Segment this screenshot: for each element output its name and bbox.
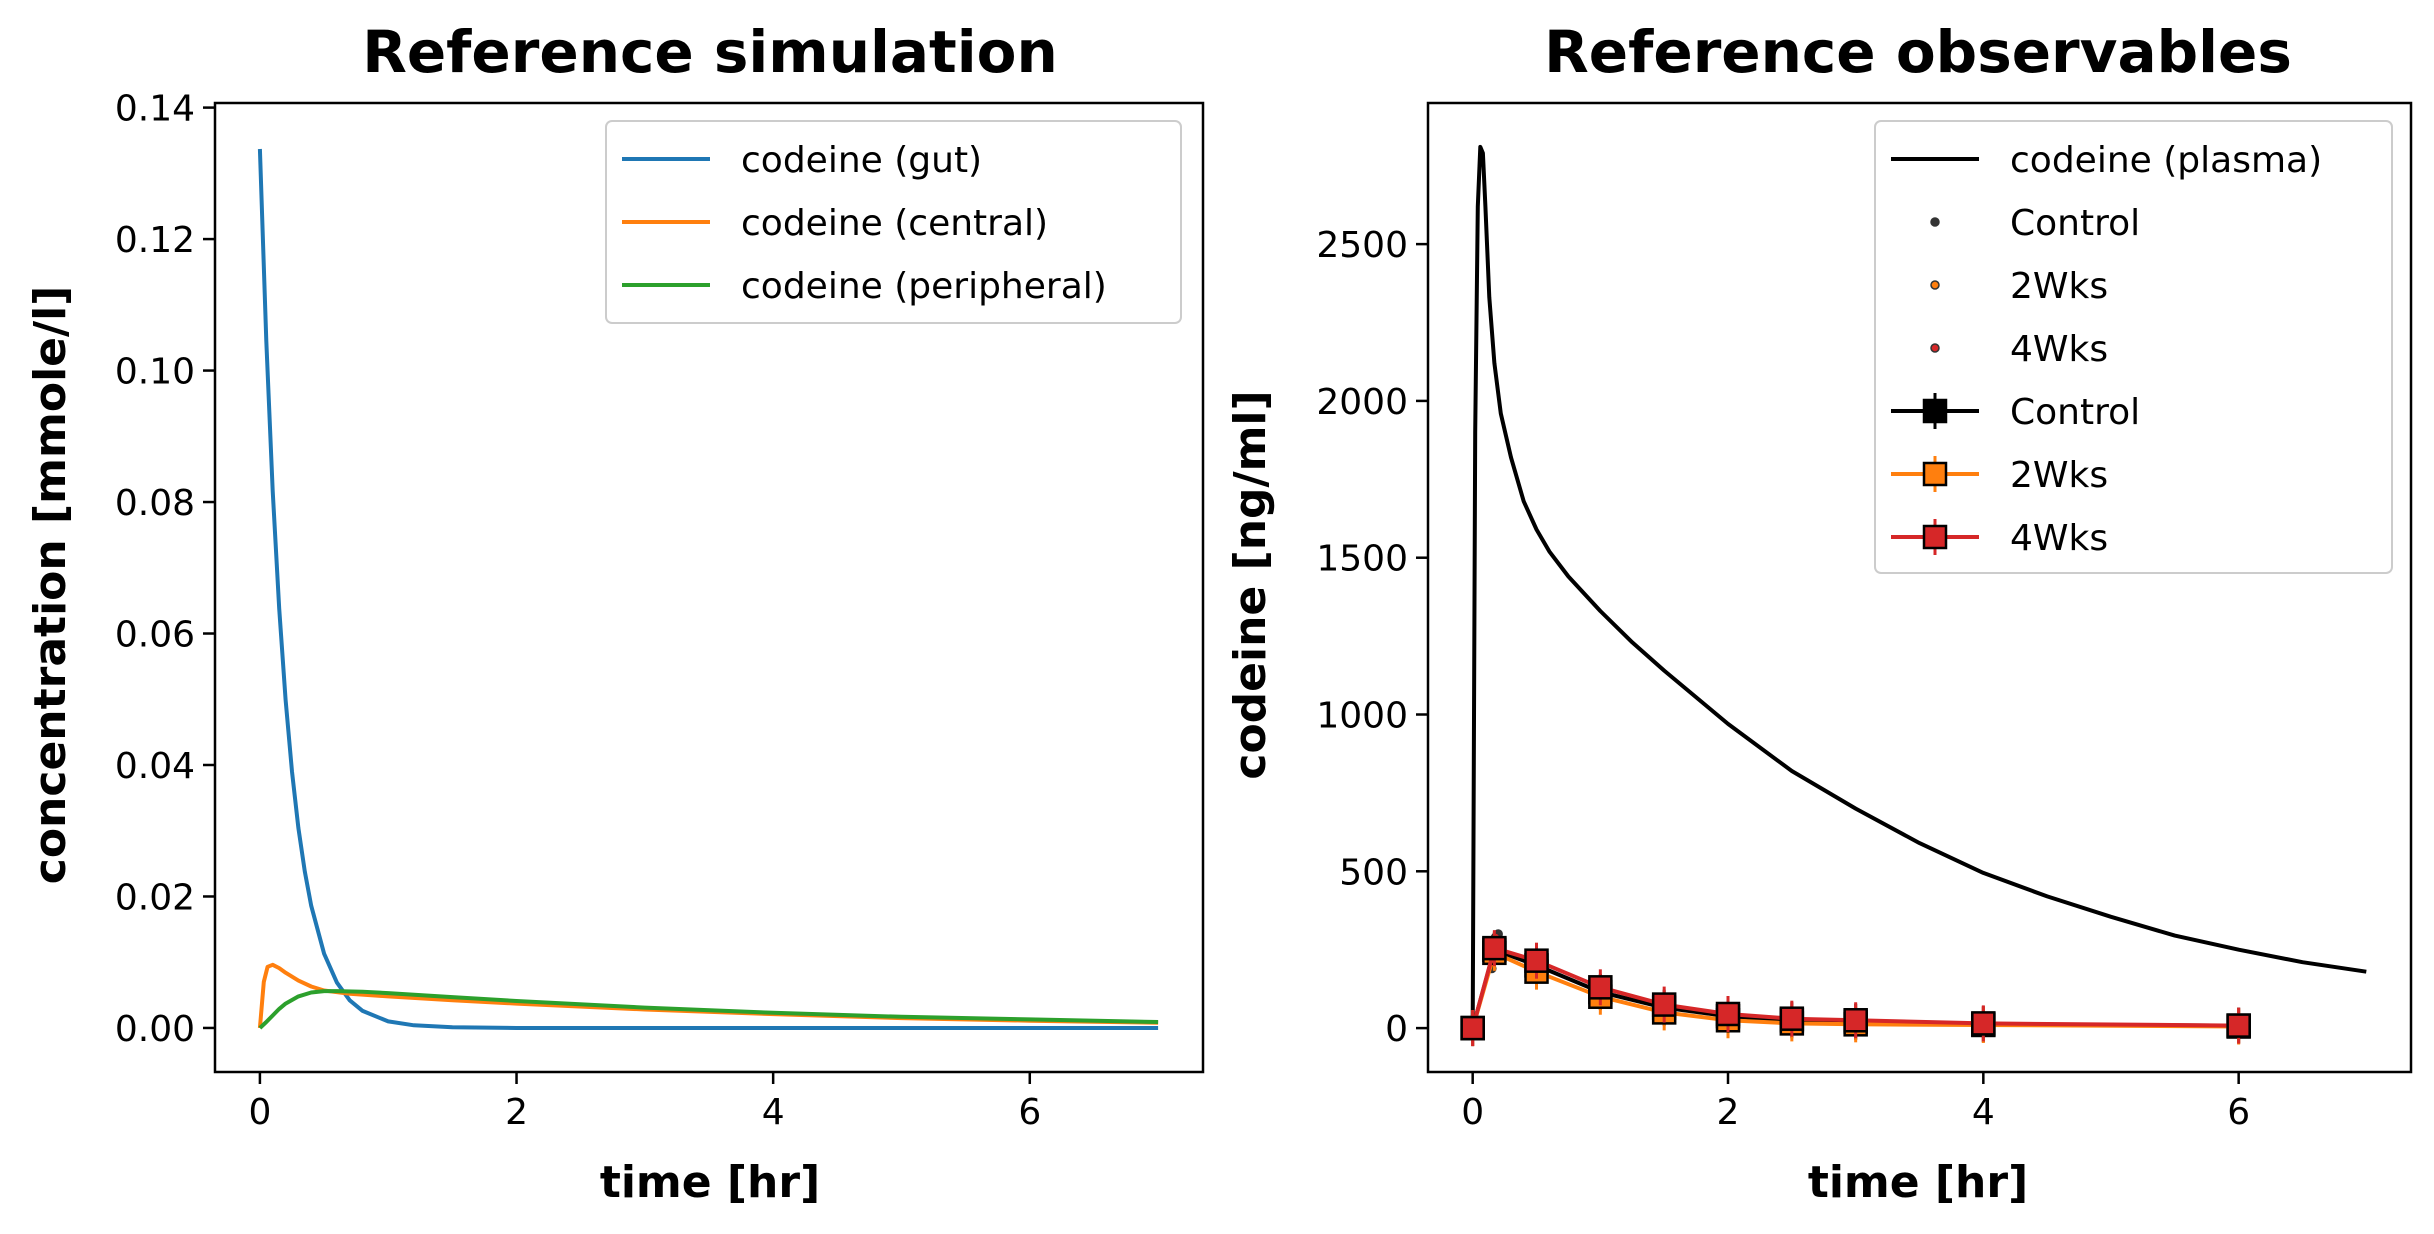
legend-label: Control — [2010, 392, 2140, 433]
legend-swatch-marker — [1922, 461, 1948, 487]
legend-item: codeine (gut) — [622, 140, 982, 181]
legend-label: 4Wks — [2010, 518, 2108, 559]
y-tick-label: 2000 — [1316, 382, 1408, 423]
legend-label: codeine (gut) — [741, 140, 982, 181]
y-tick-label: 1000 — [1316, 696, 1408, 737]
series-4wks — [1460, 930, 2251, 1047]
series-layer — [1460, 144, 2367, 1047]
x-tick-label: 0 — [1461, 1092, 1484, 1133]
legend-swatch-marker — [1922, 524, 1948, 550]
y-axis-label: codeine [ng/ml] — [1225, 390, 1276, 779]
data-point-marker — [1971, 1011, 1996, 1036]
ticks-layer: 0 2 4 6 0 500 1000 1500 2000 2500 — [1316, 225, 2250, 1133]
panel-reference-simulation: Reference simulation time [hr] concentra… — [25, 18, 1205, 1208]
y-tick-label: 2500 — [1316, 225, 1408, 266]
data-point-marker — [2226, 1013, 2251, 1038]
y-tick-label: 0.14 — [115, 89, 195, 130]
series-line — [1470, 144, 2367, 1029]
y-tick-label: 0.04 — [115, 746, 195, 787]
chart-title: Reference simulation — [362, 18, 1058, 86]
series-codeine-peripheral- — [258, 989, 1159, 1030]
series-codeine-plasma- — [1470, 144, 2367, 1029]
data-point-marker — [1588, 975, 1613, 1000]
legend-frame — [1874, 120, 2393, 574]
legend-item: 2Wks — [1891, 455, 2108, 496]
legend: codeine (gut) codeine (central) codeine (p… — [605, 120, 1182, 324]
legend-item: codeine (central) — [622, 203, 1048, 244]
legend-frame — [605, 120, 1182, 324]
legend-item: codeine (plasma) — [1891, 140, 2322, 181]
legend-label: 2Wks — [2010, 266, 2108, 307]
x-tick-label: 4 — [762, 1092, 785, 1133]
y-tick-label: 0.12 — [115, 220, 195, 261]
x-tick-label: 6 — [1018, 1092, 1041, 1133]
legend-item: Control — [1891, 392, 2140, 433]
y-tick-label: 500 — [1339, 852, 1408, 893]
data-point-marker — [1715, 1001, 1741, 1027]
y-tick-label: 0.06 — [115, 615, 195, 656]
legend-label: 2Wks — [2010, 455, 2108, 496]
legend-swatch — [1930, 217, 1940, 227]
legend-item: 2Wks — [1930, 266, 2108, 307]
plot-frame — [1426, 101, 2413, 1074]
y-axis-label: concentration [mmole/l] — [25, 286, 76, 885]
legend-swatch-marker — [1922, 398, 1948, 424]
legend-item: codeine (peripheral) — [622, 266, 1107, 307]
x-axis-label: time [hr] — [1808, 1157, 2028, 1208]
chart-title: Reference observables — [1544, 18, 2292, 86]
series-line — [1470, 946, 2239, 1029]
x-tick-label: 6 — [2227, 1092, 2250, 1133]
legend-label: 4Wks — [2010, 329, 2108, 370]
series-line — [258, 989, 1159, 1030]
plot-frame — [213, 101, 1205, 1074]
legend: codeine (plasma) Control 2Wks 4Wks Control 2W… — [1874, 120, 2393, 574]
data-point-marker — [1524, 948, 1549, 973]
y-tick-label: 0.08 — [115, 483, 195, 524]
data-point-marker — [1843, 1008, 1868, 1033]
x-tick-label: 2 — [505, 1092, 528, 1133]
y-tick-label: 0.00 — [115, 1009, 195, 1050]
y-tick-label: 0.02 — [115, 877, 195, 918]
data-point-marker — [1482, 935, 1507, 961]
legend-item: Control — [1930, 203, 2140, 244]
legend-label: codeine (peripheral) — [741, 266, 1107, 307]
ticks-layer: 0 2 4 6 0.00 0.02 0.04 0.06 0.08 0.10 0.12 0.14 — [115, 89, 1041, 1133]
x-axis-label: time [hr] — [600, 1157, 820, 1208]
x-tick-label: 4 — [1972, 1092, 1995, 1133]
legend-item: 4Wks — [1891, 518, 2108, 559]
legend-label: Control — [2010, 203, 2140, 244]
panel-reference-observables: Reference observables time [hr] codeine … — [1225, 18, 2413, 1208]
series-line — [1470, 950, 2239, 1029]
x-tick-label: 2 — [1717, 1092, 1740, 1133]
legend-item: 4Wks — [1930, 329, 2108, 370]
legend-swatch — [1930, 280, 1940, 290]
x-tick-label: 0 — [248, 1092, 271, 1133]
y-tick-label: 0.10 — [115, 352, 195, 393]
y-tick-label: 0 — [1385, 1009, 1408, 1050]
data-point-marker — [1651, 992, 1677, 1017]
data-point-marker — [1460, 1015, 1485, 1041]
legend-swatch — [1930, 343, 1940, 353]
data-point-marker — [1779, 1006, 1805, 1031]
series-layer — [257, 148, 1159, 1030]
y-tick-label: 1500 — [1316, 539, 1408, 580]
legend-label: codeine (central) — [741, 203, 1048, 244]
legend-label: codeine (plasma) — [2010, 140, 2322, 181]
